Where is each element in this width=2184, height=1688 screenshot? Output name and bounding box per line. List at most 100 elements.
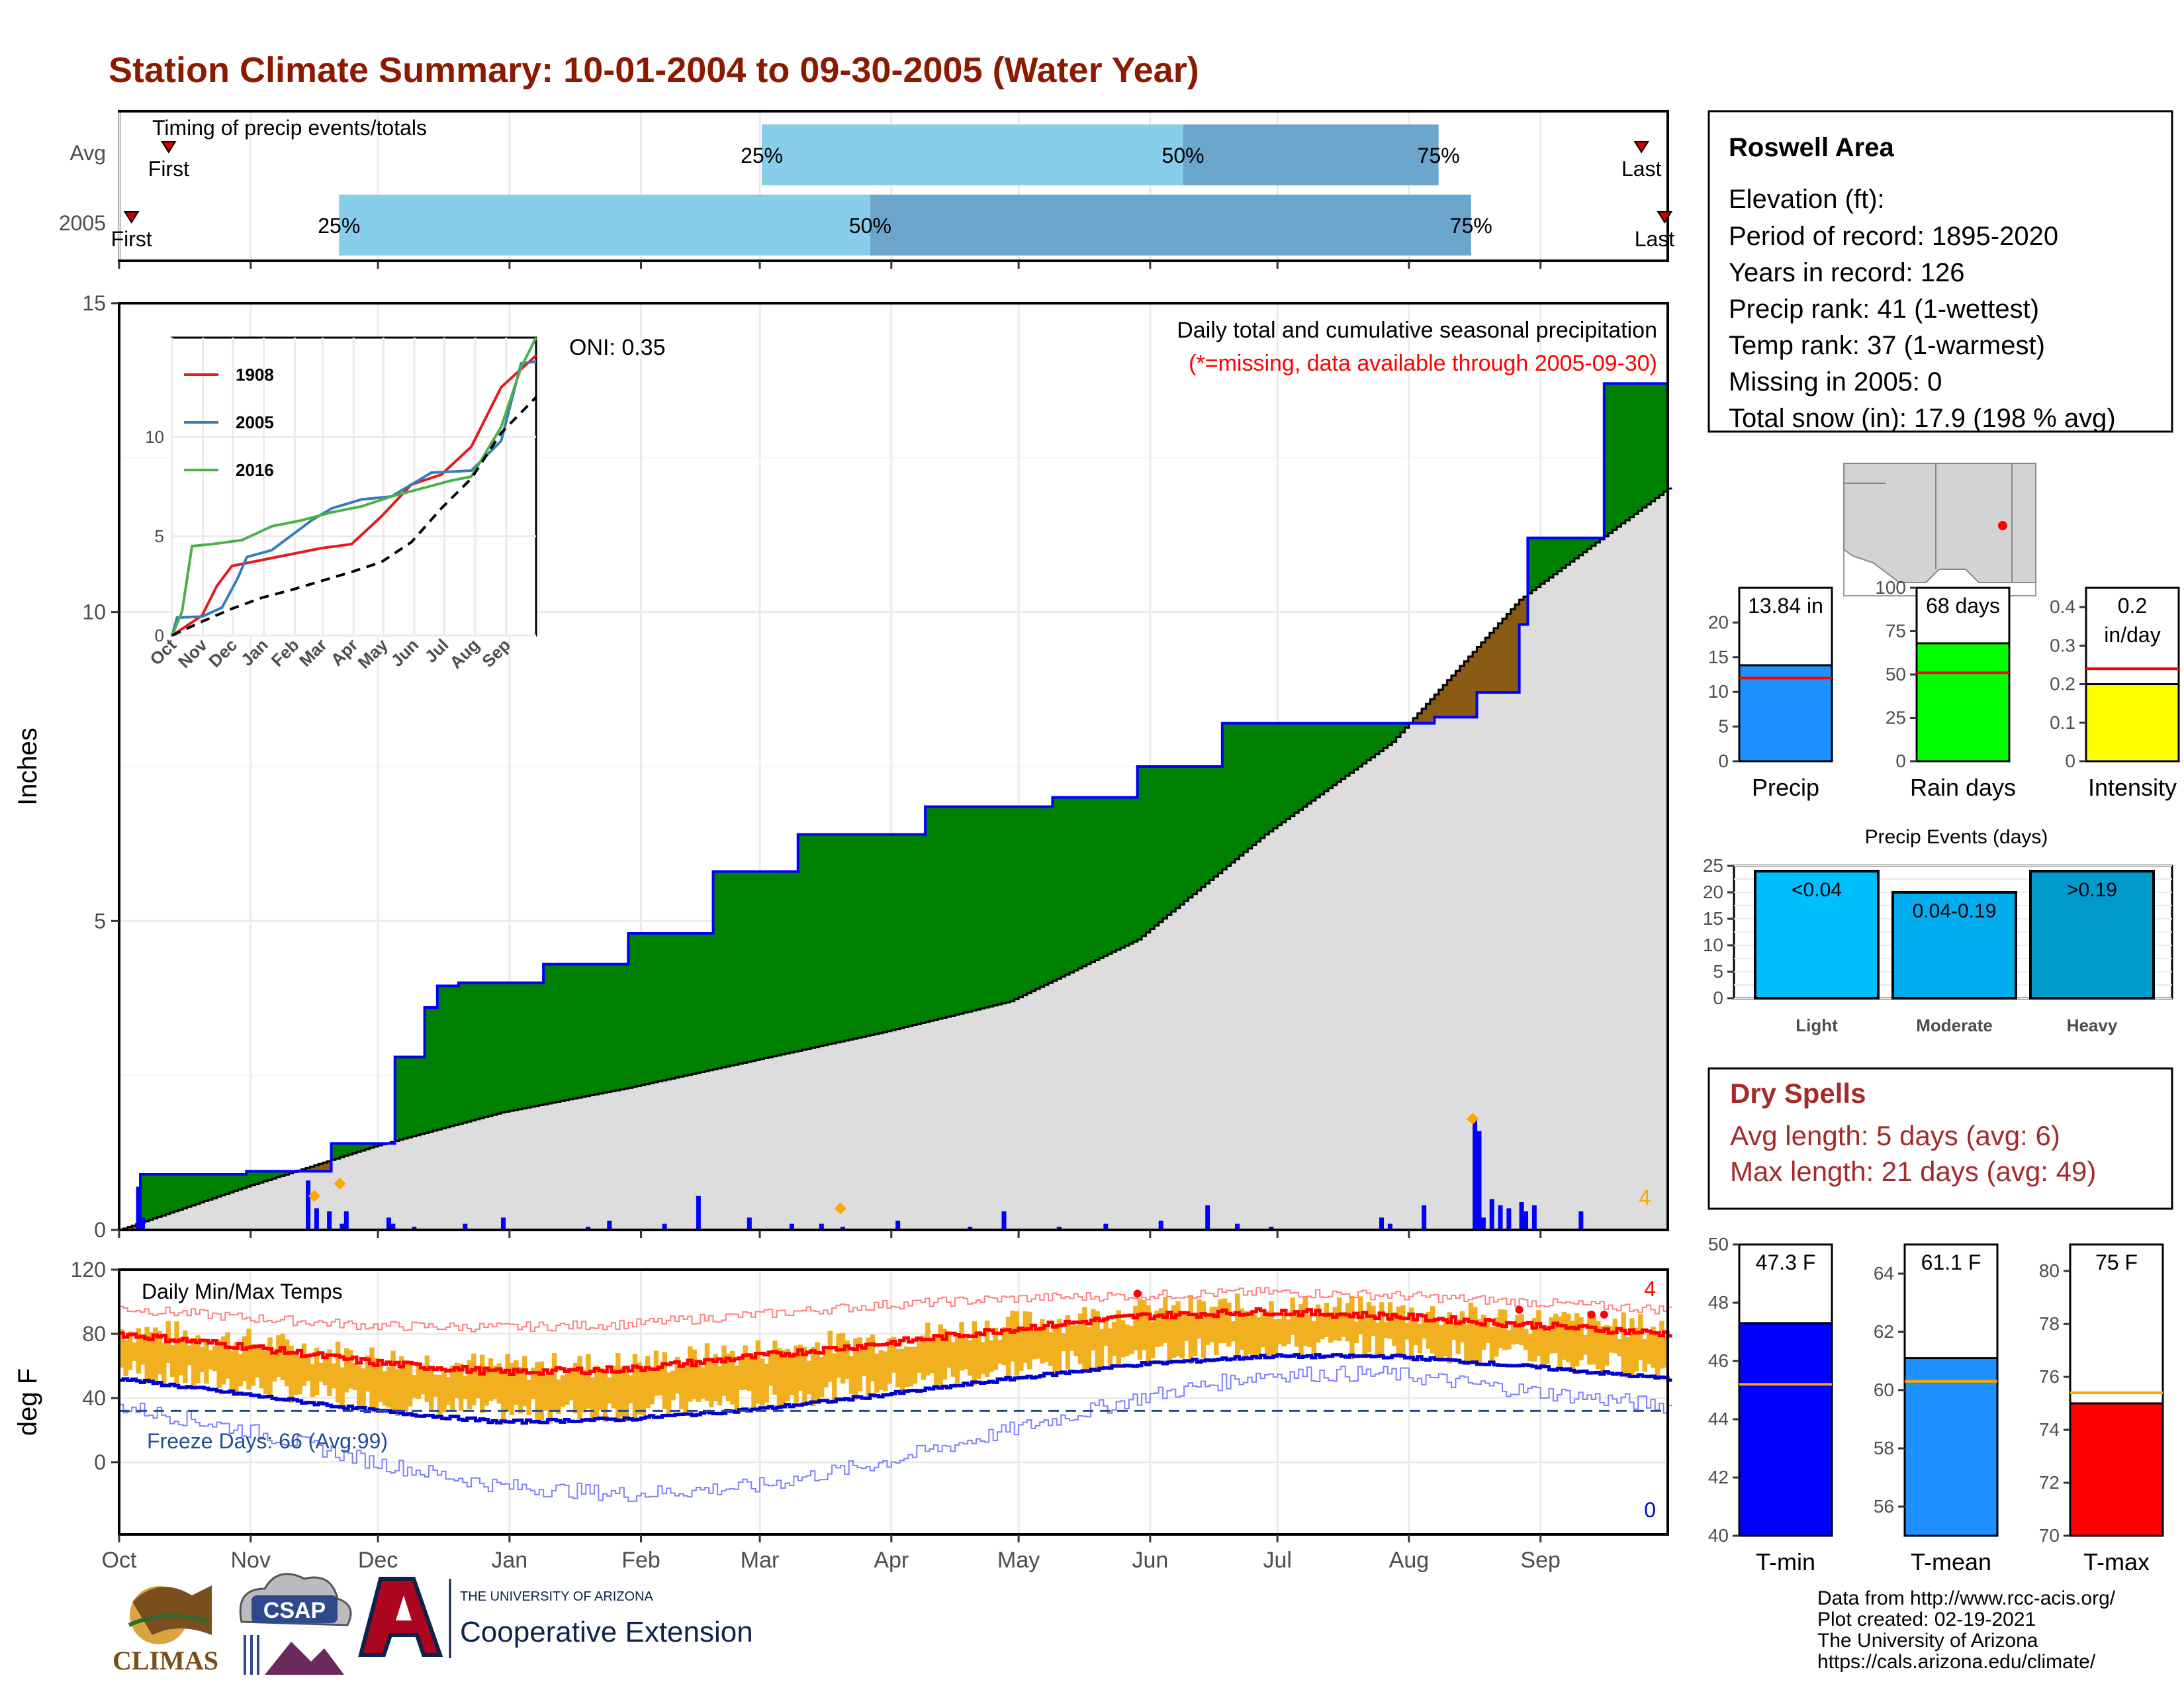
- surplus-area-segment: [140, 1174, 146, 1223]
- daily-temp-bar: [1464, 1324, 1469, 1362]
- daily-temp-bar: [412, 1375, 417, 1398]
- daily-temp-bar: [1065, 1315, 1071, 1370]
- surplus-area-segment: [1184, 767, 1189, 902]
- precip-event-category: Heavy: [2067, 1015, 2118, 1035]
- daily-temp-bar: [1286, 1319, 1291, 1344]
- daily-temp-bar: [255, 1344, 260, 1378]
- daily-temp-bar: [1128, 1325, 1134, 1354]
- deficit-area-segment: [1502, 618, 1507, 692]
- daily-temp-bar: [424, 1355, 430, 1403]
- temp-ytick-label: 40: [82, 1386, 106, 1410]
- daily-temp-bar: [1633, 1327, 1639, 1372]
- surplus-area-segment: [768, 871, 773, 1058]
- daily-temp-bar: [437, 1374, 443, 1419]
- daily-temp-bar: [590, 1377, 596, 1419]
- daily-temp-bar: [242, 1336, 248, 1382]
- temp-ytick-label: 0: [94, 1450, 106, 1474]
- timing-title: Timing of precip events/totals: [152, 116, 427, 140]
- daily-precip-bar: [1158, 1221, 1163, 1230]
- inset-legend-label: 2005: [236, 412, 274, 432]
- surplus-area-segment: [1353, 723, 1359, 770]
- daily-temp-bar: [785, 1348, 790, 1401]
- daily-temp-bar: [1404, 1323, 1410, 1340]
- footer-line: https://cals.arizona.edu/climate/: [1817, 1651, 2096, 1673]
- surplus-area-segment: [581, 964, 586, 1098]
- surplus-area-segment: [887, 834, 892, 1031]
- daily-temp-bar: [123, 1340, 128, 1377]
- surplus-area-segment: [653, 933, 659, 1082]
- surplus-area-segment: [942, 806, 947, 1018]
- temp-xtick-label: Apr: [874, 1548, 909, 1573]
- summary-bar-value-label: 61.1 F: [1921, 1250, 1981, 1274]
- daily-temp-bar: [628, 1375, 633, 1404]
- daily-temp-bar: [674, 1357, 680, 1394]
- daily-temp-bar: [407, 1361, 413, 1407]
- inset-cumulative-chart: 0510OctNovDecJanFebMarAprMayJunJulAugSep…: [145, 336, 537, 673]
- surplus-area-segment: [195, 1174, 201, 1204]
- daily-temp-bar: [1116, 1310, 1121, 1367]
- surplus-area-segment: [161, 1174, 167, 1216]
- daily-temp-bar: [373, 1358, 379, 1413]
- surplus-area-segment: [1222, 723, 1227, 870]
- daily-temp-bar: [882, 1351, 888, 1391]
- daily-temp-bar: [285, 1339, 290, 1387]
- daily-temp-bar: [598, 1368, 604, 1410]
- daily-temp-bar: [1587, 1311, 1592, 1365]
- daily-temp-bar: [216, 1339, 222, 1389]
- ua-large-text: Cooperative Extension: [460, 1616, 753, 1648]
- surplus-area-segment: [1298, 723, 1304, 810]
- daily-precip-bar: [1269, 1227, 1274, 1230]
- surplus-area-segment: [1167, 767, 1172, 915]
- surplus-area-segment: [1400, 723, 1406, 733]
- daily-temp-bar: [1192, 1314, 1198, 1356]
- climas-logo-text: CLIMAS: [113, 1646, 218, 1675]
- surplus-area-segment: [496, 982, 502, 1114]
- daily-temp-bar: [637, 1362, 642, 1415]
- surplus-area-segment: [904, 834, 909, 1027]
- daily-temp-bar: [148, 1332, 154, 1380]
- daily-temp-bar: [1099, 1329, 1105, 1368]
- surplus-area-segment: [925, 806, 931, 1022]
- summary-ytick-label: 40: [1708, 1525, 1729, 1546]
- daily-temp-bar: [1600, 1326, 1605, 1372]
- daily-temp-bar: [874, 1353, 880, 1393]
- deficit-area-segment: [1473, 651, 1478, 718]
- daily-temp-bar: [1107, 1328, 1113, 1371]
- summary-ytick-label: 46: [1708, 1350, 1729, 1371]
- surplus-area-segment: [399, 1056, 404, 1140]
- surplus-area-segment: [1633, 383, 1639, 514]
- daily-temp-bar: [539, 1361, 545, 1421]
- daily-temp-bar: [1480, 1315, 1486, 1350]
- daily-temp-bar: [815, 1342, 820, 1403]
- daily-temp-bar: [1366, 1302, 1372, 1352]
- surplus-area-segment: [1099, 797, 1104, 959]
- precip-events-title: Precip Events (days): [1865, 826, 2048, 848]
- daily-temp-bar: [1561, 1311, 1567, 1360]
- inset-series-line: [171, 354, 537, 637]
- summary-ytick-label: 25: [1886, 708, 1906, 728]
- events-ytick-label: 20: [1703, 882, 1723, 902]
- daily-temp-bar: [547, 1372, 553, 1424]
- surplus-area-segment: [984, 806, 989, 1008]
- daily-temp-bar: [416, 1362, 422, 1399]
- daily-temp-bar: [602, 1370, 608, 1423]
- deficit-area-segment: [1468, 656, 1473, 718]
- daily-temp-bar: [1375, 1322, 1381, 1354]
- surplus-area-segment: [1549, 538, 1554, 578]
- daily-temp-bar: [670, 1370, 676, 1401]
- temp-xtick-label: Jul: [1263, 1548, 1291, 1573]
- surplus-area-segment: [246, 1171, 251, 1187]
- daily-precip-bar: [306, 1180, 311, 1230]
- surplus-area-segment: [1332, 723, 1338, 785]
- surplus-area-segment: [827, 834, 833, 1045]
- daily-temp-bar: [199, 1347, 205, 1373]
- daily-temp-bar: [463, 1376, 468, 1399]
- surplus-area-segment: [688, 933, 693, 1075]
- main-ytick-label: 5: [94, 909, 106, 933]
- surplus-area-segment: [500, 982, 506, 1113]
- timing-bar-25-50: [339, 195, 870, 256]
- deficit-area-segment: [1524, 596, 1529, 625]
- daily-precip-bar: [500, 1217, 506, 1230]
- surplus-area-segment: [1197, 767, 1202, 891]
- daily-temp-bar: [1001, 1327, 1007, 1366]
